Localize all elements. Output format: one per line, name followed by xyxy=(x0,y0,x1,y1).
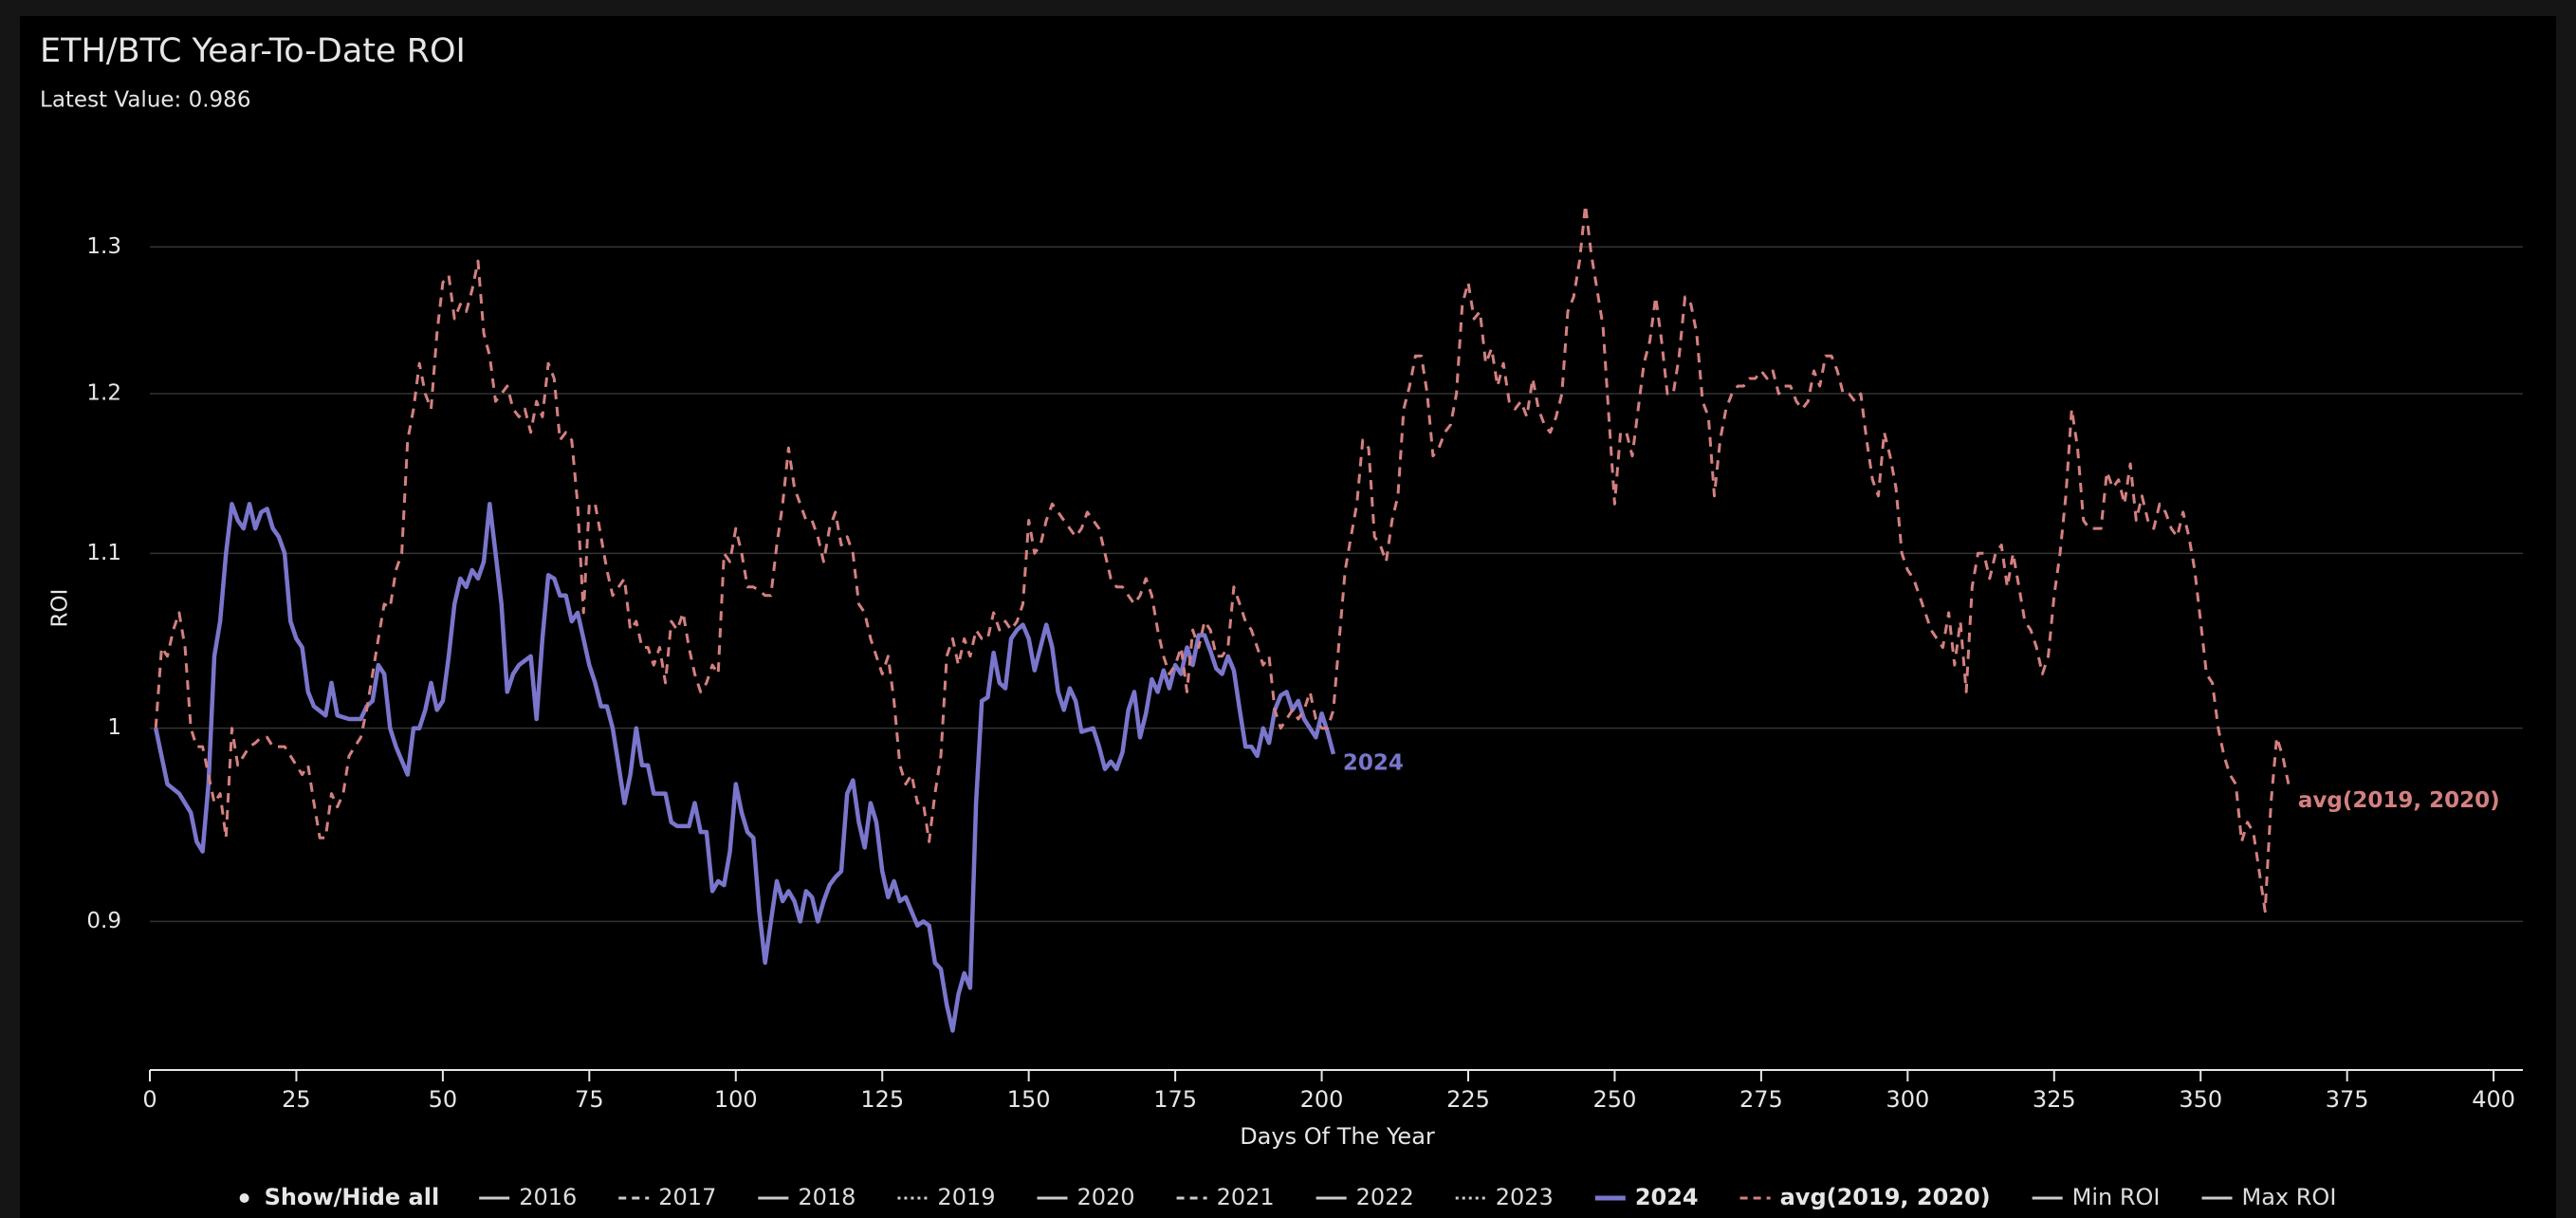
y-tick-label: 1.2 xyxy=(86,381,121,406)
series-line xyxy=(154,203,2291,914)
x-tick-label: 50 xyxy=(429,1086,458,1113)
x-tick-label: 100 xyxy=(714,1086,758,1113)
legend-label[interactable]: 2021 xyxy=(1217,1184,1275,1210)
y-tick-label: 1.3 xyxy=(86,234,121,259)
legend-label[interactable]: 2018 xyxy=(798,1184,856,1210)
y-tick-label: 0.9 xyxy=(86,909,121,933)
x-tick-label: 125 xyxy=(860,1086,904,1113)
legend-toggle-dot xyxy=(239,1193,249,1203)
legend-label[interactable]: 2017 xyxy=(658,1184,716,1210)
y-tick-label: 1.1 xyxy=(86,541,121,565)
x-tick-label: 275 xyxy=(1739,1086,1783,1113)
legend-label[interactable]: 2023 xyxy=(1496,1184,1554,1210)
legend-toggle[interactable]: Show/Hide all xyxy=(265,1184,440,1210)
chart-panel xyxy=(20,16,2556,1218)
x-tick-label: 200 xyxy=(1300,1086,1344,1113)
x-tick-label: 250 xyxy=(1593,1086,1637,1113)
x-axis-title: Days Of The Year xyxy=(1240,1123,1435,1150)
x-tick-label: 225 xyxy=(1446,1086,1490,1113)
legend-label[interactable]: Min ROI xyxy=(2072,1184,2161,1210)
x-tick-label: 300 xyxy=(1886,1086,1929,1113)
legend-label[interactable]: Max ROI xyxy=(2242,1184,2337,1210)
legend-label[interactable]: 2019 xyxy=(937,1184,995,1210)
x-tick-label: 0 xyxy=(142,1086,156,1113)
legend-label[interactable]: avg(2019, 2020) xyxy=(1780,1184,1991,1210)
x-tick-label: 350 xyxy=(2179,1086,2222,1113)
x-tick-label: 150 xyxy=(1007,1086,1051,1113)
legend-label[interactable]: 2024 xyxy=(1635,1184,1699,1210)
series-end-label: avg(2019, 2020) xyxy=(2298,788,2500,813)
x-tick-label: 75 xyxy=(575,1086,604,1113)
chart-title: ETH/BTC Year-To-Date ROI xyxy=(40,32,466,70)
x-tick-label: 175 xyxy=(1153,1086,1197,1113)
series-line xyxy=(153,502,1336,1033)
y-tick-label: 1 xyxy=(107,715,121,740)
x-tick-label: 375 xyxy=(2326,1086,2369,1113)
legend-label[interactable]: 2016 xyxy=(519,1184,577,1210)
legend-label[interactable]: 2022 xyxy=(1356,1184,1414,1210)
legend: Show/Hide all 2016 2017 2018 2019 2020 2021 202… xyxy=(239,1184,2337,1210)
x-tick-label: 25 xyxy=(282,1086,311,1113)
x-tick-label: 400 xyxy=(2472,1086,2515,1113)
series-end-label: 2024 xyxy=(1343,750,1404,775)
chart-subtitle: Latest Value: 0.986 xyxy=(40,88,250,113)
y-axis-title: ROI xyxy=(48,589,73,628)
legend-label[interactable]: 2020 xyxy=(1077,1184,1135,1210)
x-tick-label: 325 xyxy=(2033,1086,2076,1113)
